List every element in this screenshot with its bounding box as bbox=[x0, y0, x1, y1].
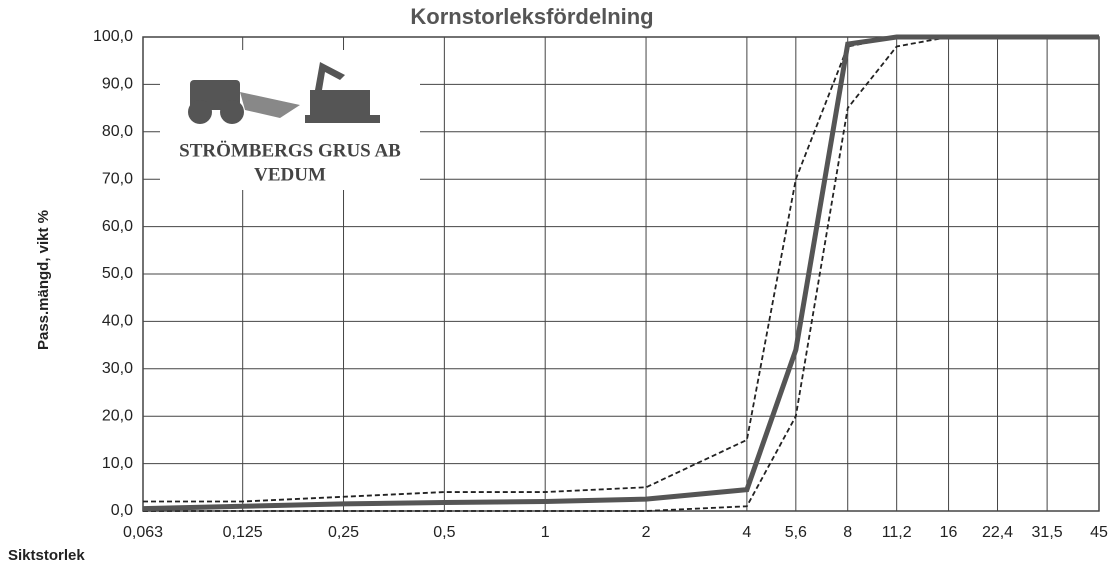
logo-machines bbox=[188, 62, 380, 124]
logo-name: STRÖMBERGS GRUS AB bbox=[179, 140, 401, 161]
x-tick-label: 22,4 bbox=[982, 524, 1013, 541]
series-line bbox=[143, 36, 1099, 503]
x-tick-label: 5,6 bbox=[785, 524, 807, 541]
y-axis-label: Pass.mängd, vikt % bbox=[35, 210, 52, 350]
x-tick-label: 0,063 bbox=[123, 524, 163, 541]
x-tick-label: 2 bbox=[642, 524, 651, 541]
y-tick-label: 70,0 bbox=[102, 170, 133, 187]
x-tick-label: 0,25 bbox=[328, 524, 359, 541]
y-tick-label: 30,0 bbox=[102, 360, 133, 377]
y-tick-label: 40,0 bbox=[102, 313, 133, 330]
y-tick-label: 100,0 bbox=[93, 28, 133, 45]
x-tick-label: 0,125 bbox=[223, 524, 263, 541]
y-tick-label: 10,0 bbox=[102, 455, 133, 472]
chart-title: Kornstorleksfördelning bbox=[410, 4, 653, 29]
x-tick-label: 31,5 bbox=[1032, 524, 1063, 541]
logo: STRÖMBERGS GRUS AB VEDUM bbox=[160, 50, 420, 190]
x-tick-label: 16 bbox=[940, 524, 958, 541]
x-tick-label: 11,2 bbox=[882, 524, 912, 541]
series-line bbox=[142, 34, 1099, 512]
x-tick-label: 1 bbox=[541, 524, 550, 541]
plot-border bbox=[142, 36, 1100, 512]
y-tick-label: 90,0 bbox=[102, 76, 133, 93]
x-tick-label: 4 bbox=[742, 524, 751, 541]
plot: 0,0 10,0 20,0 30,0 40,0 50,0 60,0 70,0 80,0 90,0 1… bbox=[93, 28, 1108, 541]
y-tick-label: 80,0 bbox=[102, 123, 133, 140]
x-tick-label: 45 bbox=[1090, 524, 1108, 541]
y-tick-label: 50,0 bbox=[102, 265, 133, 282]
x-axis-label: Siktstorlek bbox=[8, 547, 85, 564]
y-tick-label: 60,0 bbox=[102, 218, 133, 235]
logo-place: VEDUM bbox=[254, 164, 326, 185]
y-tick-label: 20,0 bbox=[102, 407, 133, 424]
x-tick-label: 0,5 bbox=[433, 524, 455, 541]
y-tick-label: 0,0 bbox=[111, 502, 133, 519]
series-line bbox=[143, 36, 1099, 512]
x-tick-label: 8 bbox=[843, 524, 852, 541]
